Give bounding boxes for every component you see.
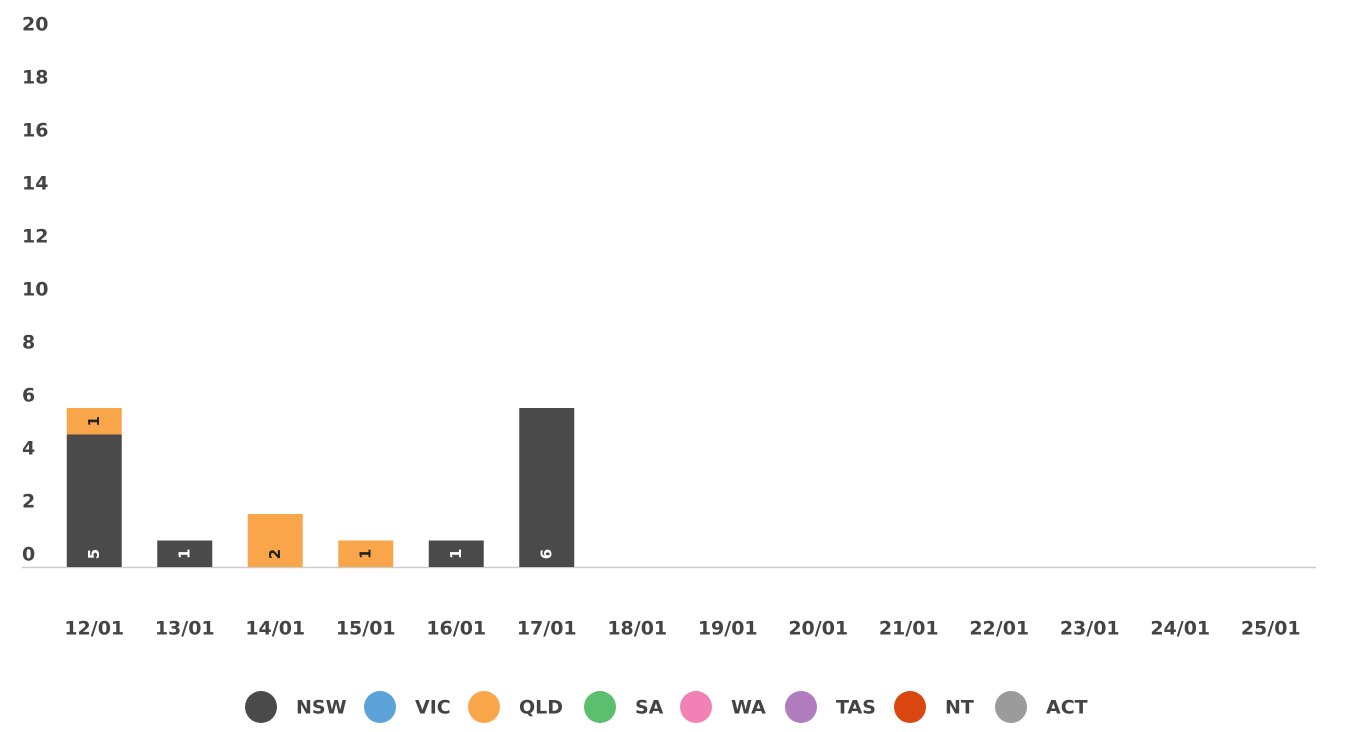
bar-segment	[519, 408, 575, 567]
legend-label: SA	[635, 697, 664, 719]
legend-label: QLD	[519, 697, 563, 719]
x-tick-label: 23/01	[1060, 618, 1120, 640]
legend-swatch	[245, 691, 277, 723]
legend-swatch	[584, 691, 616, 723]
y-tick-label: 14	[22, 173, 48, 195]
y-tick-label: 10	[22, 279, 48, 301]
x-tick-label: 18/01	[607, 618, 667, 640]
bar-segment	[157, 540, 213, 567]
x-tick-label: 17/01	[517, 618, 577, 640]
y-tick-label: 6	[22, 385, 35, 407]
x-tick-label: 13/01	[155, 618, 215, 640]
legend-swatch	[785, 691, 817, 723]
x-tick-label: 19/01	[698, 618, 758, 640]
y-tick-label: 4	[22, 438, 35, 460]
legend-label: VIC	[415, 697, 451, 719]
y-tick-label: 18	[22, 67, 48, 89]
bar-segment	[338, 540, 394, 567]
x-tick-label: 22/01	[969, 618, 1029, 640]
x-tick-label: 14/01	[245, 618, 305, 640]
legend-label: WA	[731, 697, 766, 719]
x-tick-label: 20/01	[788, 618, 848, 640]
value-label: 1	[447, 549, 465, 559]
value-label: 6	[537, 549, 555, 559]
x-tick-label: 16/01	[426, 618, 486, 640]
y-tick-label: 8	[22, 332, 35, 354]
legend-swatch	[995, 691, 1027, 723]
y-tick-label: 2	[22, 491, 35, 513]
x-tick-label: 21/01	[879, 618, 939, 640]
y-tick-label: 12	[22, 226, 48, 248]
x-tick-label: 25/01	[1241, 618, 1301, 640]
legend-swatch	[468, 691, 500, 723]
value-label: 1	[356, 549, 374, 559]
legend-label: NSW	[296, 697, 347, 719]
legend-label: ACT	[1046, 697, 1088, 719]
legend-label: NT	[945, 697, 974, 719]
bar-segment	[66, 408, 122, 435]
value-label: 2	[266, 549, 284, 559]
value-label: 5	[85, 549, 103, 559]
y-tick-label: 20	[22, 14, 48, 36]
value-label: 1	[175, 549, 193, 559]
x-tick-label: 15/01	[336, 618, 396, 640]
legend-label: TAS	[836, 697, 876, 719]
legend-swatch	[680, 691, 712, 723]
legend-swatch	[364, 691, 396, 723]
y-tick-label: 16	[22, 120, 48, 142]
bar-segment	[247, 514, 303, 567]
bar-segment	[66, 434, 122, 567]
bar-segment	[428, 540, 484, 567]
x-tick-label: 24/01	[1150, 618, 1210, 640]
value-label: 1	[85, 416, 103, 426]
x-tick-label: 12/01	[64, 618, 124, 640]
y-tick-label: 0	[22, 544, 35, 566]
legend-swatch	[894, 691, 926, 723]
